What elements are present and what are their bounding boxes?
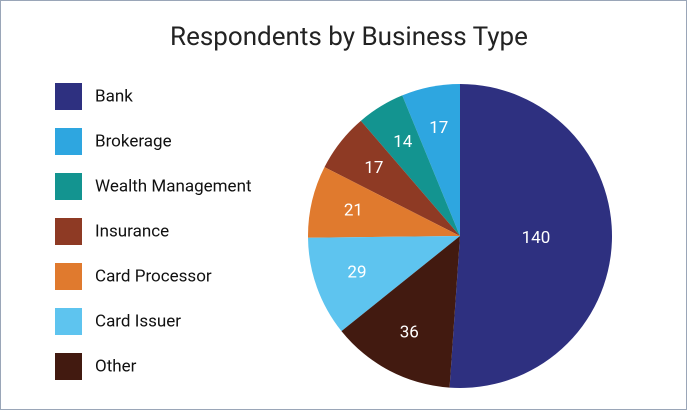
chart-title: Respondents by Business Type <box>170 22 528 52</box>
legend-label: Card Processor <box>95 266 212 286</box>
pie-slice <box>402 84 460 236</box>
legend-swatch <box>55 308 82 335</box>
data-label: 29 <box>347 262 366 282</box>
data-label: 17 <box>364 158 383 178</box>
pie-slice <box>449 84 612 388</box>
data-label: 17 <box>429 118 448 138</box>
data-label: 14 <box>393 132 413 152</box>
pie-slice <box>360 95 460 237</box>
legend-swatch <box>55 173 82 200</box>
legend-label: Other <box>95 356 137 376</box>
pie-slice <box>308 236 460 332</box>
legend-label: Bank <box>95 86 133 106</box>
legend-label: Wealth Management <box>95 176 252 196</box>
legend-swatch <box>55 83 82 110</box>
legend-label: Brokerage <box>95 131 172 151</box>
legend-swatch <box>55 218 82 245</box>
pie-slice <box>307 167 460 238</box>
legend-label: Insurance <box>95 221 169 241</box>
data-label: 36 <box>400 322 419 342</box>
legend-swatch <box>55 263 82 290</box>
legend-label: Card Issuer <box>95 311 181 331</box>
legend-swatch <box>55 128 82 155</box>
legend-swatch <box>55 353 82 380</box>
pie-slice <box>324 120 460 236</box>
data-label: 140 <box>522 228 551 248</box>
pie-slice <box>341 236 460 388</box>
data-label: 21 <box>344 201 363 221</box>
